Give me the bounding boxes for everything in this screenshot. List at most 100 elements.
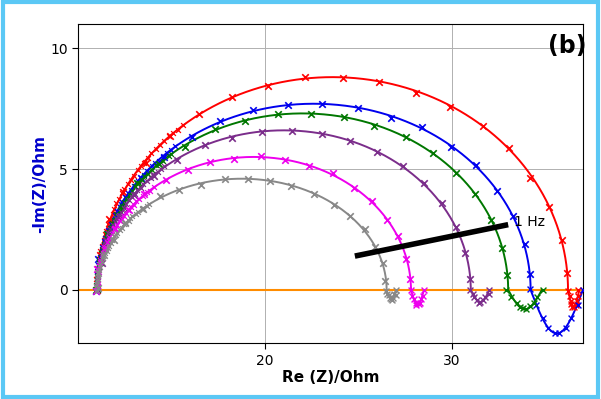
Point bbox=[94, 259, 104, 266]
Point bbox=[349, 185, 358, 191]
Point bbox=[97, 246, 107, 252]
Point bbox=[520, 241, 529, 247]
Point bbox=[506, 293, 516, 300]
Point bbox=[371, 244, 380, 250]
Point bbox=[142, 168, 152, 174]
Point bbox=[472, 297, 482, 303]
Point bbox=[96, 252, 105, 259]
Point bbox=[478, 123, 487, 129]
Point bbox=[96, 249, 106, 256]
Point bbox=[111, 225, 120, 231]
Point bbox=[120, 186, 129, 193]
Point bbox=[137, 205, 147, 212]
Point bbox=[91, 287, 100, 293]
Point bbox=[93, 273, 102, 279]
Point bbox=[475, 298, 485, 305]
Point bbox=[100, 231, 109, 237]
Point bbox=[162, 150, 172, 156]
Point bbox=[567, 304, 577, 310]
Point bbox=[558, 237, 567, 243]
Point bbox=[338, 75, 347, 81]
Point bbox=[115, 217, 124, 224]
Point bbox=[93, 269, 103, 275]
Point bbox=[130, 191, 139, 198]
Point bbox=[119, 199, 129, 205]
Point bbox=[525, 174, 535, 181]
Point bbox=[99, 252, 109, 258]
Point bbox=[96, 248, 105, 254]
Point bbox=[153, 169, 162, 175]
Point bbox=[154, 160, 164, 167]
Point bbox=[216, 117, 225, 124]
Point bbox=[98, 249, 108, 256]
Point bbox=[346, 138, 355, 144]
Point bbox=[484, 287, 493, 293]
Point bbox=[106, 217, 115, 223]
Point bbox=[149, 184, 159, 190]
Point bbox=[94, 267, 104, 273]
Point bbox=[572, 298, 581, 304]
Point bbox=[172, 157, 182, 163]
Point bbox=[112, 230, 122, 237]
Point bbox=[112, 208, 122, 214]
Point bbox=[95, 260, 105, 266]
Point bbox=[158, 154, 168, 160]
Point bbox=[446, 104, 456, 111]
Point bbox=[407, 292, 417, 299]
Point bbox=[416, 296, 426, 302]
Point bbox=[94, 256, 103, 263]
Point bbox=[92, 282, 102, 288]
Point bbox=[92, 278, 102, 284]
Point bbox=[471, 191, 480, 198]
Point bbox=[573, 287, 583, 293]
Point bbox=[91, 282, 101, 288]
Point bbox=[94, 258, 104, 264]
Point bbox=[110, 237, 120, 243]
Point bbox=[92, 287, 102, 293]
Point bbox=[136, 175, 146, 182]
Point bbox=[95, 259, 105, 265]
Point bbox=[122, 196, 132, 202]
Point bbox=[438, 200, 447, 207]
Point bbox=[465, 275, 475, 282]
Point bbox=[109, 217, 118, 223]
Point bbox=[91, 283, 101, 289]
Point bbox=[150, 160, 160, 166]
Point bbox=[117, 225, 127, 231]
Point bbox=[173, 127, 183, 133]
Point bbox=[522, 306, 531, 312]
Point bbox=[300, 74, 310, 81]
Point bbox=[415, 301, 424, 308]
Point bbox=[121, 210, 131, 216]
Point bbox=[93, 281, 102, 287]
Point bbox=[129, 183, 139, 189]
Point bbox=[529, 300, 539, 306]
Point bbox=[138, 193, 147, 200]
Point bbox=[329, 201, 339, 208]
Point bbox=[93, 283, 102, 289]
Point bbox=[478, 297, 487, 303]
Point bbox=[561, 324, 570, 331]
Point bbox=[109, 226, 118, 233]
Point bbox=[136, 174, 145, 181]
Point bbox=[151, 162, 160, 169]
Point bbox=[93, 268, 103, 274]
Point bbox=[93, 287, 102, 294]
Point bbox=[469, 294, 478, 300]
Point bbox=[96, 264, 105, 271]
Point bbox=[133, 167, 142, 174]
Point bbox=[117, 203, 127, 209]
Point bbox=[120, 220, 130, 226]
Point bbox=[154, 142, 164, 148]
Point bbox=[210, 126, 219, 132]
Point bbox=[92, 287, 102, 294]
Point bbox=[93, 273, 103, 280]
Point bbox=[132, 187, 142, 193]
Point bbox=[131, 198, 141, 204]
Point bbox=[100, 250, 110, 257]
Point bbox=[197, 182, 206, 188]
Point bbox=[119, 221, 129, 228]
Point bbox=[227, 135, 237, 141]
Point bbox=[91, 276, 101, 282]
Point bbox=[132, 210, 141, 217]
